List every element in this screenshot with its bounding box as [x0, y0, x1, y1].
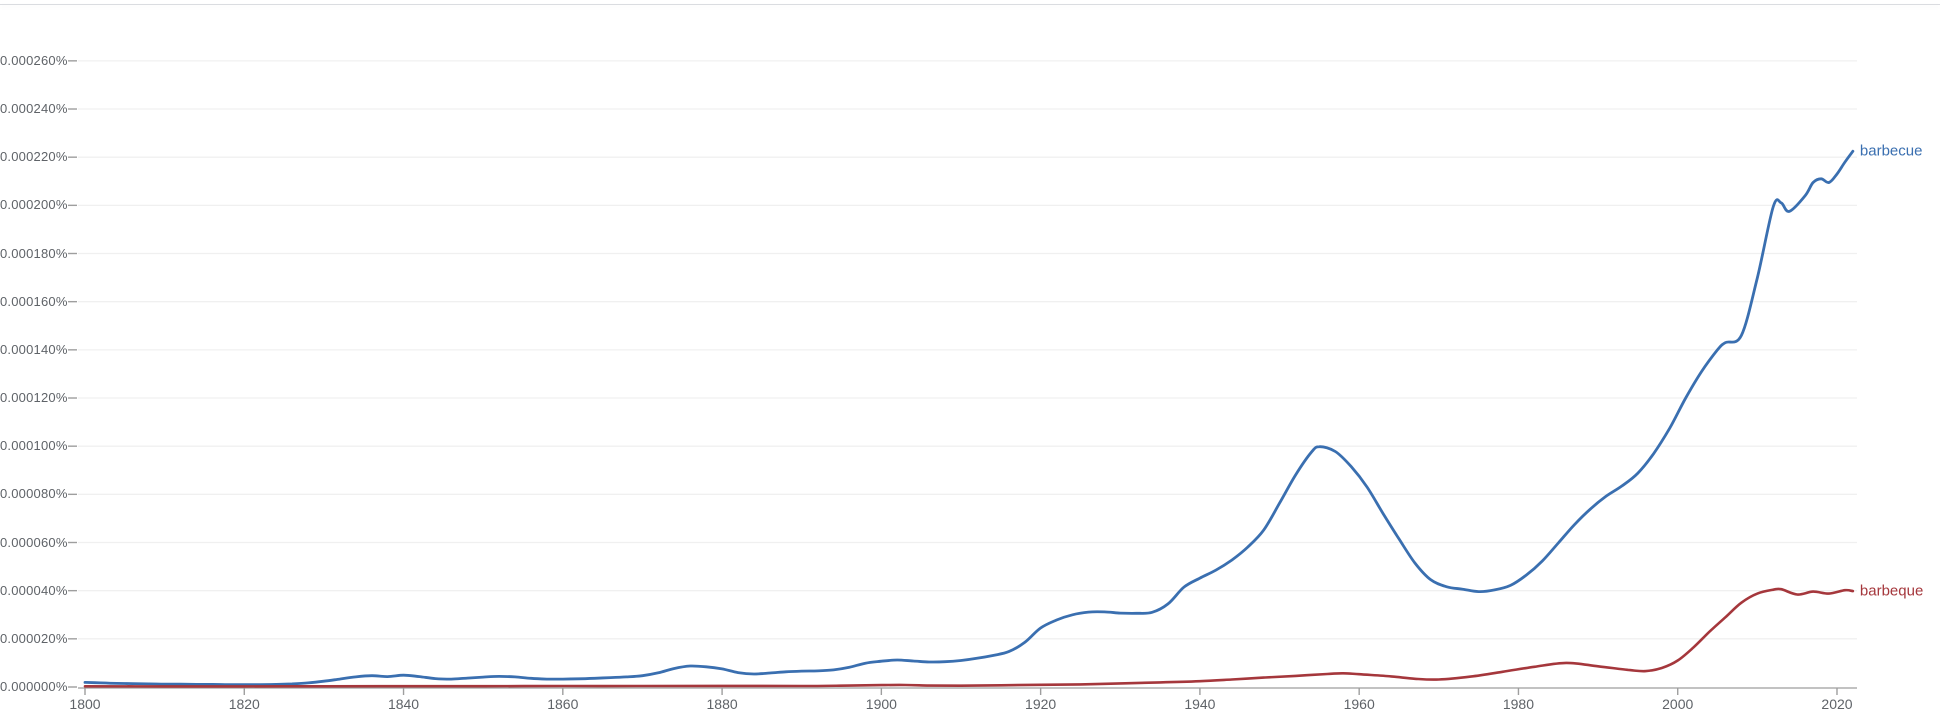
top-divider: [0, 4, 1940, 5]
series-line-barbeque[interactable]: [83, 587, 1855, 688]
axes: [68, 60, 1857, 695]
series-label-barbecue[interactable]: barbecue: [1859, 142, 1923, 160]
gridlines: [78, 60, 1857, 640]
series-lines[interactable]: [83, 149, 1855, 688]
series-line-barbecue[interactable]: [83, 149, 1855, 687]
series-label-barbeque[interactable]: barbeque: [1859, 582, 1924, 600]
